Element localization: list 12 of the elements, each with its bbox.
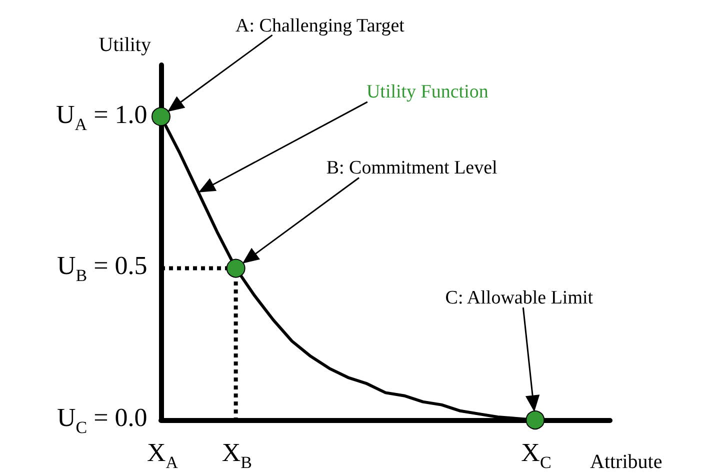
y-axis-title: Utility — [98, 34, 151, 56]
text: A: Challenging Target — [236, 15, 404, 36]
x-tick-label: X$_{B}$ — [222, 438, 252, 472]
y-tick-label: U$_{C}$ = 0.0 — [57, 403, 148, 437]
x-tick-label: X$_{A}$ — [147, 438, 178, 472]
annotation: C: Allowable Limit — [445, 288, 594, 308]
x-tick-label: X$_{C}$ — [521, 438, 552, 472]
y-tick-label: U$_{B}$ = 0.5 — [57, 251, 148, 286]
x-axis-title: Attribute — [590, 451, 662, 473]
annotation: Utility Function — [366, 82, 488, 103]
y-tick-label: U$_{A}$ = 1.0 — [56, 100, 148, 134]
annotation: B: Commitment Level — [326, 158, 498, 179]
